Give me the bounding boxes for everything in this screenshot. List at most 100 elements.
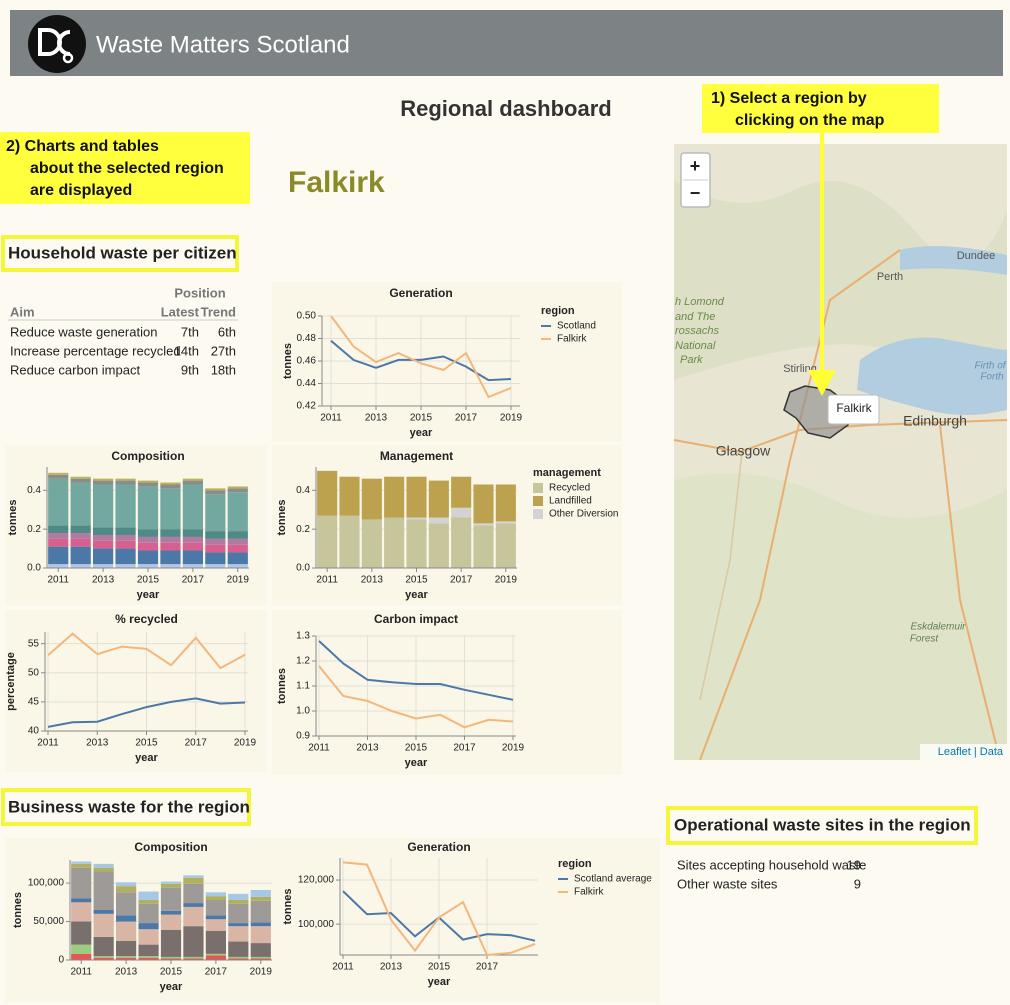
- legend-title: management: [533, 467, 601, 479]
- y-tick-label: 0.46: [297, 356, 317, 367]
- bar-segment: [115, 527, 136, 535]
- legend-title: region: [541, 305, 575, 317]
- y-tick-label: 0.9: [296, 731, 310, 742]
- bar-segment: [227, 492, 248, 532]
- chart: Carbon impact 0.9 1.0 1.1 1.2 1.3 tonnes year 20…: [272, 610, 622, 775]
- bar-segment: [182, 484, 203, 530]
- bar-segment: [384, 517, 405, 568]
- bar-segment: [228, 923, 249, 927]
- bar-segment: [71, 944, 92, 954]
- bar-segment: [205, 900, 226, 916]
- map[interactable]: + − Falkirk Dundee Perth h Lomond and The rossa…: [673, 144, 1008, 761]
- section-box: [666, 806, 978, 845]
- bar-segment: [138, 929, 159, 945]
- bar-segment: [115, 540, 136, 549]
- table-cell: Increase percentage recycled: [10, 343, 181, 358]
- map-attribution[interactable]: Leaflet | Data: [938, 746, 1004, 758]
- x-tick-label: 2011: [308, 743, 330, 754]
- chart: Generation 0.42 0.44 0.46 0.48 0.50 tonnes year…: [272, 282, 622, 442]
- bar-segment: [93, 548, 114, 565]
- bar-segment: [183, 883, 204, 904]
- bar-segment: [48, 478, 69, 526]
- bar-segment: [183, 903, 204, 907]
- x-tick-label: 2019: [495, 575, 518, 586]
- bar-segment: [93, 867, 114, 872]
- y-tick-label: 0.42: [297, 401, 317, 412]
- bar-segment: [451, 476, 472, 508]
- bar-segment: [71, 861, 92, 864]
- x-tick-label: 2013: [361, 575, 384, 586]
- bar-segment: [205, 488, 226, 491]
- zoom-in[interactable]: +: [690, 156, 701, 176]
- x-tick-label: 2011: [37, 738, 59, 749]
- chart-panel: [290, 838, 660, 1003]
- bar-segment: [93, 564, 114, 568]
- bar-segment: [93, 863, 114, 868]
- bar-segment: [183, 877, 204, 884]
- bar-segment: [250, 926, 271, 944]
- map-road: [939, 424, 1001, 761]
- y-tick-label: 1.1: [296, 681, 310, 692]
- table-header: Trend: [201, 304, 236, 319]
- legend-title: region: [558, 858, 592, 870]
- logo-shape: [62, 52, 74, 64]
- bar-segment: [116, 957, 137, 960]
- map-label: Eskdalemuir: [910, 622, 966, 633]
- map-label: Edinburgh: [903, 413, 967, 429]
- bar-segment: [70, 538, 91, 547]
- map-label: Dundee: [957, 250, 996, 262]
- region-name: Falkirk: [288, 166, 385, 199]
- bar-segment: [137, 542, 159, 551]
- bar-segment: [361, 519, 382, 568]
- x-tick-label: 2015: [160, 967, 183, 978]
- y-tick-label: 120,000: [298, 875, 335, 886]
- table-cell: 9: [854, 876, 861, 891]
- logo-circle: [28, 15, 86, 73]
- x-tick-label: 2017: [185, 738, 208, 749]
- x-tick-label: 2019: [502, 743, 525, 754]
- bar-segment: [250, 956, 271, 959]
- bar-segment: [138, 891, 159, 900]
- bar-segment: [227, 488, 248, 493]
- callout-text: clicking on the map: [735, 112, 885, 129]
- x-axis-label: year: [405, 757, 428, 769]
- bar-segment: [205, 544, 226, 553]
- bar-segment: [137, 486, 159, 530]
- zoom-out[interactable]: −: [690, 183, 701, 203]
- y-tick-label: 50: [28, 667, 40, 678]
- chart-title: Composition: [134, 840, 207, 854]
- table-cell: 14th: [174, 343, 199, 358]
- x-tick-label: 2015: [405, 575, 428, 586]
- chart-panel: [5, 610, 267, 772]
- y-tick-label: 0.2: [27, 524, 41, 535]
- x-tick-label: 2017: [205, 967, 228, 978]
- bar-segment: [183, 958, 204, 960]
- bar-segment: [428, 523, 449, 568]
- map-label: rossachs: [675, 325, 720, 337]
- bar-segment: [317, 470, 338, 516]
- bar-segment: [495, 484, 516, 522]
- bar-segment: [205, 915, 226, 920]
- x-tick-label: 2013: [380, 962, 403, 973]
- bar-segment: [160, 542, 181, 551]
- map-water: [900, 246, 1007, 275]
- bar-segment: [160, 887, 182, 911]
- bar-segment: [93, 871, 114, 910]
- table-group-header: Position: [174, 285, 225, 300]
- bar-segment: [182, 550, 203, 565]
- bar-segment: [48, 546, 69, 565]
- bar-segment: [160, 958, 182, 960]
- bar-segment: [473, 525, 494, 568]
- bar-segment: [250, 890, 271, 897]
- legend-label: Other Diversion: [549, 509, 618, 520]
- bar-segment: [406, 519, 427, 568]
- bar-segment: [406, 517, 427, 520]
- x-tick-label: 2013: [115, 967, 138, 978]
- x-tick-label: 2017: [455, 413, 478, 424]
- y-axis-label: tonnes: [12, 892, 24, 928]
- bar-segment: [182, 529, 203, 537]
- table-cell: 27th: [211, 343, 236, 358]
- bar-segment: [227, 564, 248, 568]
- chart-panel: [272, 282, 622, 442]
